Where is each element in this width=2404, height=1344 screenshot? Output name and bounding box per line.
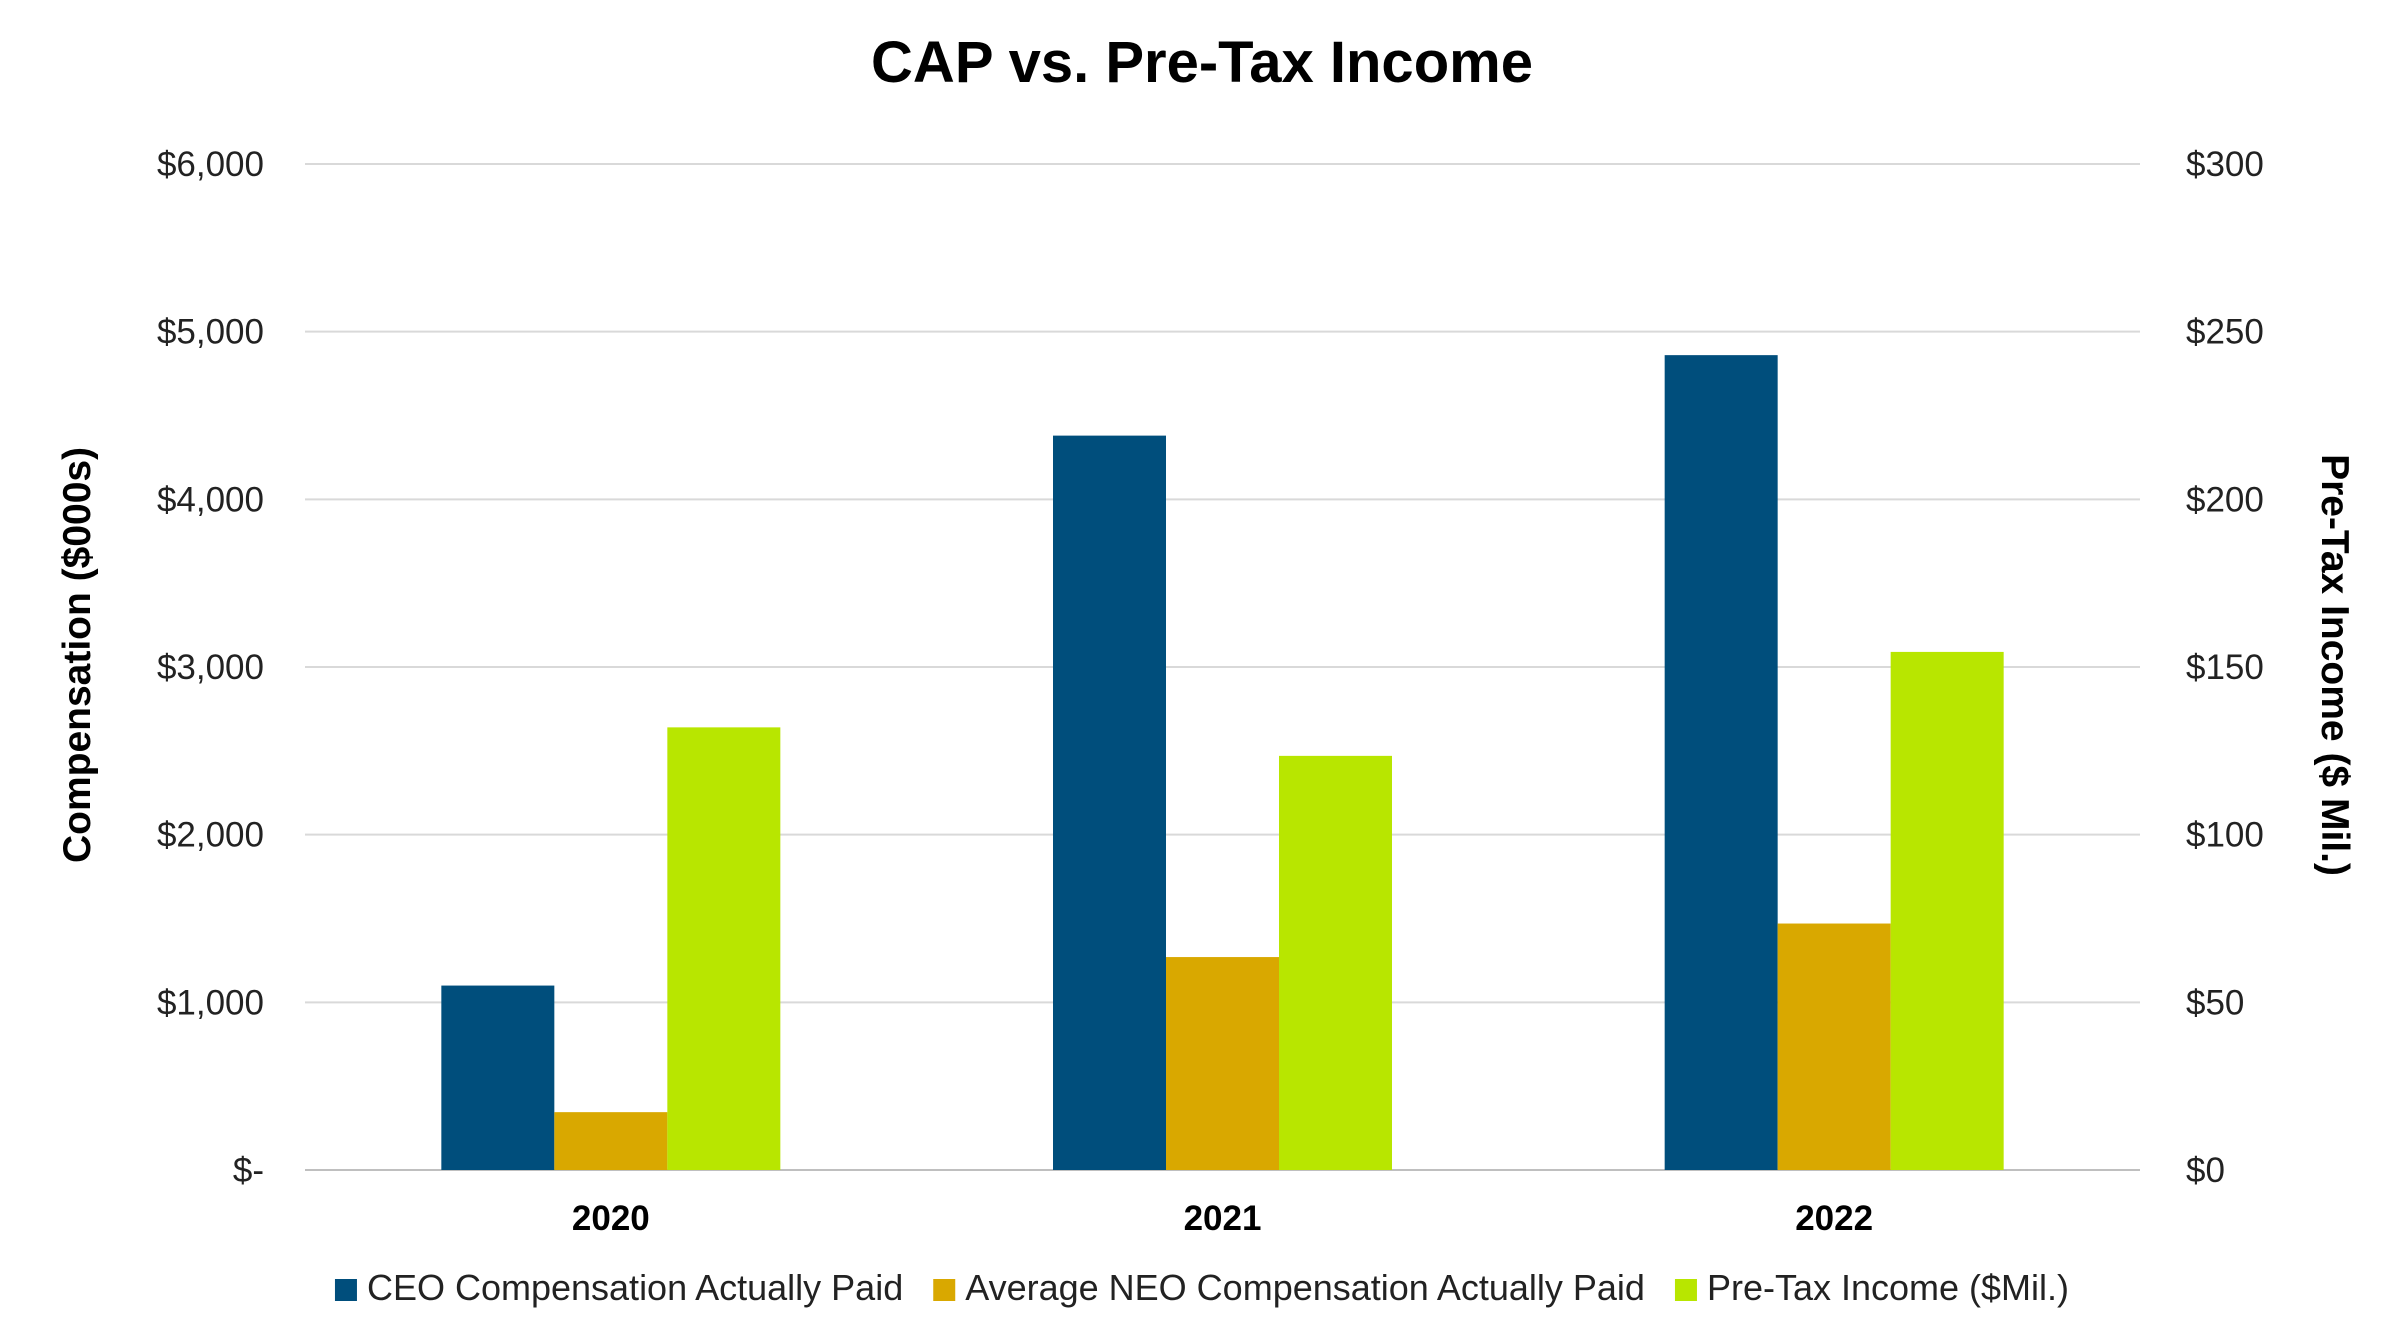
legend-swatch <box>933 1279 956 1301</box>
x-tick-label: 2020 <box>572 1199 650 1238</box>
left-tick-label: $2,000 <box>157 816 264 855</box>
bar-ceo-2022 <box>1664 355 1778 1170</box>
right-tick-label: $0 <box>2186 1151 2225 1190</box>
left-tick-label: $- <box>233 1151 264 1190</box>
legend-swatch <box>1674 1279 1697 1301</box>
legend-swatch <box>334 1279 357 1301</box>
bar-ceo-2021 <box>1053 435 1166 1170</box>
left-tick-label: $6,000 <box>157 145 264 184</box>
bar-neo-2021 <box>1166 957 1279 1170</box>
x-tick-label: 2021 <box>1184 1199 1262 1238</box>
right-axis-title: Pre-Tax Income ($ Mil.) <box>2313 454 2356 876</box>
right-tick-label: $100 <box>2186 816 2264 855</box>
left-tick-label: $1,000 <box>157 983 264 1022</box>
bar-pretax-2021 <box>1279 755 1392 1170</box>
bar-ceo-2020 <box>441 985 555 1170</box>
left-axis-ticks: $- $1,000 $2,000 $3,000 $4,000 $5,000 $6,000 <box>157 145 264 1190</box>
legend-label: Pre-Tax Income ($Mil.) <box>1707 1267 2069 1308</box>
right-tick-label: $300 <box>2186 145 2264 184</box>
right-tick-label: $150 <box>2186 648 2264 687</box>
left-tick-label: $3,000 <box>157 648 264 687</box>
left-tick-label: $4,000 <box>157 480 264 519</box>
left-tick-label: $5,000 <box>157 313 264 352</box>
right-tick-label: $250 <box>2186 313 2264 352</box>
bars-group <box>441 355 2004 1170</box>
bar-neo-2020 <box>554 1112 668 1170</box>
gridlines <box>305 163 2140 1171</box>
bar-pretax-2022 <box>1890 651 2004 1170</box>
bar-pretax-2020 <box>667 727 781 1170</box>
legend: CEO Compensation Actually Paid Average NE… <box>334 1267 2069 1308</box>
right-tick-label: $50 <box>2186 983 2244 1022</box>
right-tick-label: $200 <box>2186 480 2264 519</box>
right-axis-ticks: $0 $50 $100 $150 $200 $250 $300 <box>2186 145 2264 1190</box>
bar-neo-2022 <box>1777 923 1891 1170</box>
x-tick-label: 2022 <box>1795 1199 1873 1238</box>
left-axis-title: Compensation ($000s) <box>56 447 99 863</box>
legend-label: CEO Compensation Actually Paid <box>367 1267 903 1308</box>
x-axis-ticks: 2020 2021 2022 <box>572 1199 1873 1238</box>
legend-label: Average NEO Compensation Actually Paid <box>965 1267 1645 1308</box>
chart-title: CAP vs. Pre-Tax Income <box>871 30 1533 95</box>
